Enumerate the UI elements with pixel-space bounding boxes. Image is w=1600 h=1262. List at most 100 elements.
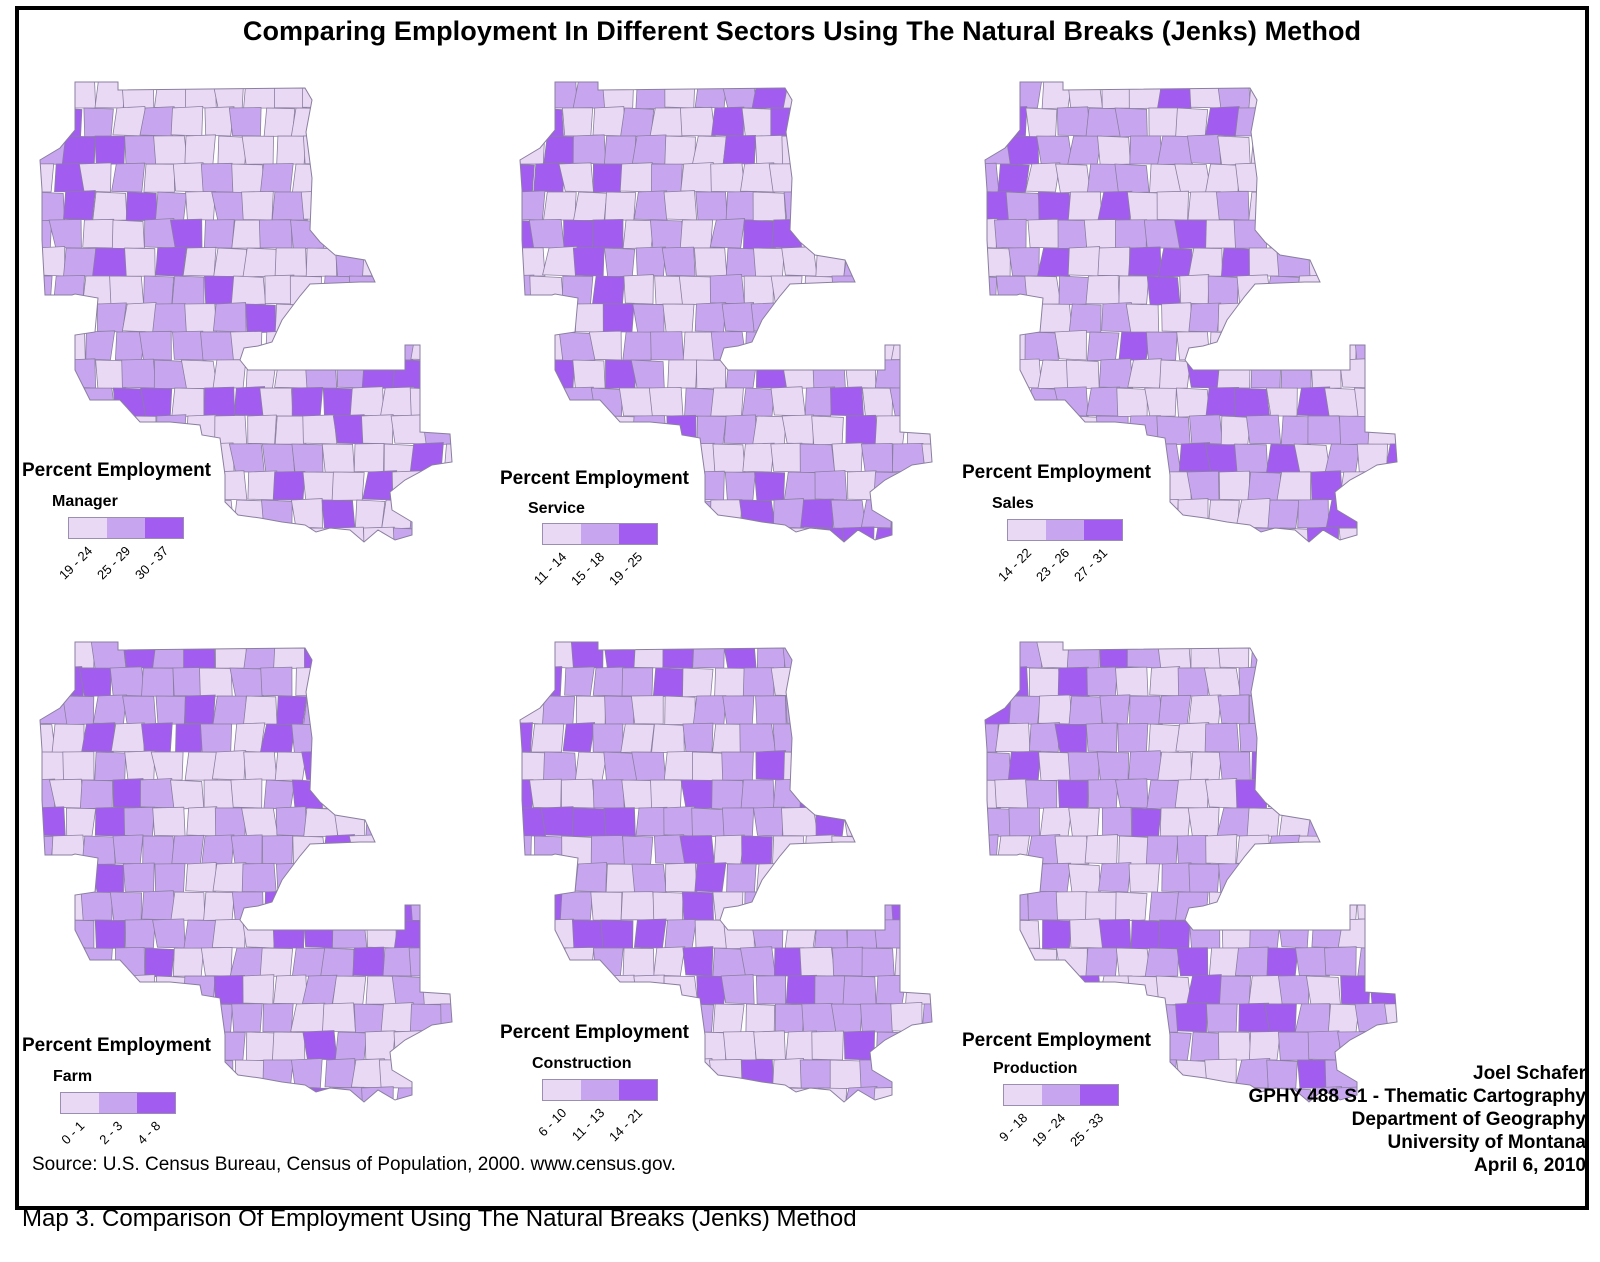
county <box>1008 303 1043 333</box>
county <box>1266 1059 1298 1090</box>
county <box>1234 107 1269 137</box>
county <box>391 807 426 837</box>
county <box>530 666 563 697</box>
county <box>721 751 754 781</box>
county <box>815 247 847 278</box>
county <box>361 359 397 390</box>
county <box>154 191 187 222</box>
county <box>1384 219 1397 249</box>
county <box>682 722 714 753</box>
county <box>804 275 835 306</box>
county <box>545 82 578 109</box>
county <box>721 302 755 333</box>
county <box>421 247 452 277</box>
county <box>799 891 835 922</box>
county <box>1293 443 1331 474</box>
county <box>231 1003 263 1033</box>
county <box>903 527 932 542</box>
county <box>1083 219 1119 249</box>
county <box>693 470 725 501</box>
legend-swatch-class-3 <box>145 518 183 538</box>
county <box>304 359 338 390</box>
county <box>1278 807 1313 837</box>
county <box>711 779 746 809</box>
county <box>889 722 924 753</box>
county <box>831 835 866 866</box>
county <box>322 1002 356 1033</box>
county <box>92 247 129 277</box>
county <box>985 695 1012 726</box>
county <box>801 667 833 698</box>
county <box>725 527 759 542</box>
county <box>1042 919 1072 950</box>
county <box>332 975 367 1005</box>
county <box>663 805 695 837</box>
county <box>441 107 452 138</box>
county <box>245 359 277 389</box>
county <box>752 191 787 222</box>
map-panel-construction: Percent Employment Construction 6 - 10 11 -… <box>500 630 1000 1190</box>
county <box>1276 247 1313 278</box>
county <box>1294 219 1332 249</box>
county <box>1145 331 1178 361</box>
county <box>695 191 728 221</box>
county <box>1188 863 1220 893</box>
county <box>384 834 415 865</box>
county <box>830 331 865 361</box>
county <box>1203 667 1242 697</box>
county <box>332 751 368 781</box>
county <box>692 642 725 669</box>
county <box>520 135 546 165</box>
county <box>695 1031 727 1062</box>
county <box>443 443 452 473</box>
county <box>1036 247 1073 277</box>
county <box>424 526 452 542</box>
legend-swatches <box>1003 1084 1119 1106</box>
county <box>722 134 757 165</box>
county <box>1245 414 1282 445</box>
county <box>830 1003 863 1033</box>
county <box>622 219 655 249</box>
county <box>889 387 922 417</box>
county <box>454 528 485 556</box>
county <box>1297 891 1330 922</box>
county <box>94 135 126 165</box>
county <box>1369 806 1397 837</box>
county <box>1190 1031 1223 1062</box>
county <box>1327 1003 1360 1034</box>
county <box>830 163 864 194</box>
legend-swatch-class-1 <box>543 1080 581 1100</box>
county <box>1097 975 1133 1005</box>
county <box>870 303 904 333</box>
county <box>771 218 805 249</box>
county <box>1114 1003 1150 1033</box>
county <box>1384 443 1397 473</box>
county <box>381 107 414 138</box>
county <box>1186 358 1219 389</box>
county <box>1218 751 1251 781</box>
county <box>1264 1003 1297 1033</box>
county <box>1144 947 1180 978</box>
county <box>696 359 727 389</box>
county <box>1037 862 1072 893</box>
county <box>140 387 173 417</box>
county <box>264 890 295 921</box>
county <box>593 947 624 977</box>
county <box>1161 302 1193 333</box>
county <box>302 82 337 109</box>
county <box>124 750 156 781</box>
county <box>1129 695 1163 725</box>
county <box>349 386 384 417</box>
county <box>843 247 879 277</box>
county <box>212 526 247 542</box>
county <box>592 218 624 249</box>
county <box>443 946 452 977</box>
county <box>860 443 894 473</box>
county <box>622 331 656 361</box>
county <box>111 1002 145 1033</box>
county <box>1308 303 1341 333</box>
county <box>291 386 324 417</box>
county <box>651 723 685 754</box>
county <box>40 219 53 249</box>
county <box>170 891 206 921</box>
